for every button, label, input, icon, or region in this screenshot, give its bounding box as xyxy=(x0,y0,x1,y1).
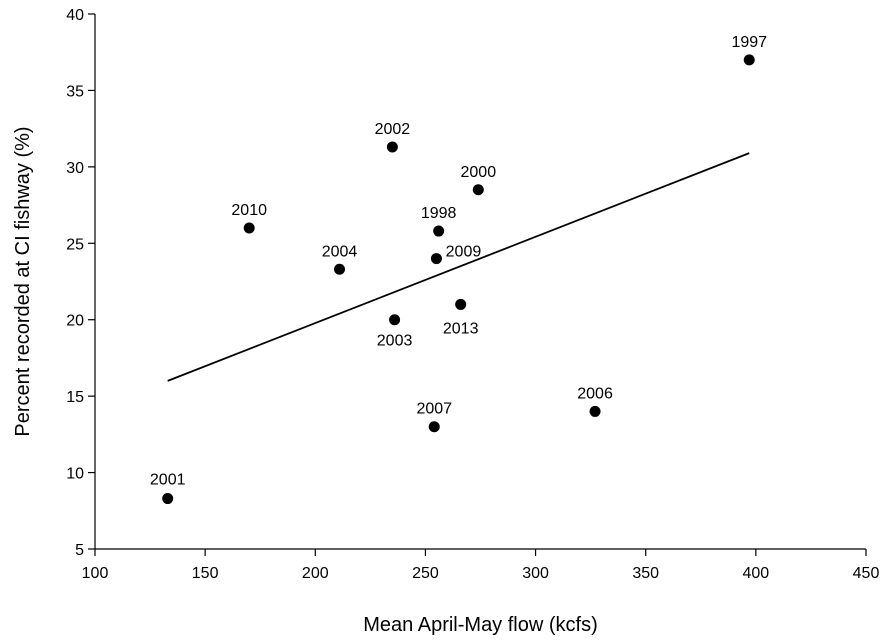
data-point xyxy=(428,421,440,433)
data-points: 1997 1998 2000 2001 2002 2003 2004 2006 2007 2009… xyxy=(150,34,767,505)
y-tick-label: 15 xyxy=(66,389,84,406)
trendline-group xyxy=(167,152,750,382)
point-label: 2009 xyxy=(446,244,482,261)
point-label: 2006 xyxy=(577,385,613,402)
ticks: 100 150 200 250 300 350 400 450 5 10 15 20 25 30 35 40 xyxy=(66,7,879,582)
point-label: 2001 xyxy=(150,472,186,489)
point-label: 2000 xyxy=(461,164,497,181)
x-tick-label: 300 xyxy=(522,565,549,582)
y-tick-label: 35 xyxy=(66,83,84,100)
y-tick-label: 25 xyxy=(66,236,84,253)
x-tick-label: 200 xyxy=(302,565,329,582)
x-axis-title: Mean April-May flow (kcfs) xyxy=(363,614,598,636)
point-label: 2013 xyxy=(443,320,479,337)
point-label: 2004 xyxy=(322,243,358,260)
data-point xyxy=(389,314,401,326)
x-tick-label: 350 xyxy=(632,565,659,582)
x-tick-label: 100 xyxy=(82,565,109,582)
y-tick-label: 5 xyxy=(75,542,84,559)
data-point xyxy=(433,225,445,237)
x-tick-label: 150 xyxy=(192,565,219,582)
data-point xyxy=(589,405,601,417)
point-label: 1998 xyxy=(421,205,457,222)
point-label: 2002 xyxy=(375,121,411,138)
axes xyxy=(94,14,866,550)
y-axis-title: Percent recorded at CI fishway (%) xyxy=(12,126,34,436)
y-tick-label: 30 xyxy=(66,160,84,177)
data-point xyxy=(743,54,755,66)
data-point xyxy=(334,263,346,275)
trendline xyxy=(167,152,750,382)
data-point xyxy=(243,222,255,234)
y-tick-label: 40 xyxy=(66,7,84,24)
data-point xyxy=(472,184,484,196)
x-tick-label: 450 xyxy=(853,565,880,582)
point-label: 2010 xyxy=(231,202,267,219)
data-point xyxy=(162,493,174,505)
data-point xyxy=(430,253,442,265)
x-tick-label: 250 xyxy=(412,565,439,582)
y-tick-label: 10 xyxy=(66,466,84,483)
point-label: 2007 xyxy=(416,401,452,418)
x-tick-label: 400 xyxy=(743,565,770,582)
data-point xyxy=(455,298,467,310)
point-label: 2003 xyxy=(377,333,413,350)
y-tick-label: 20 xyxy=(66,313,84,330)
data-point xyxy=(386,141,398,153)
point-label: 1997 xyxy=(731,34,767,51)
